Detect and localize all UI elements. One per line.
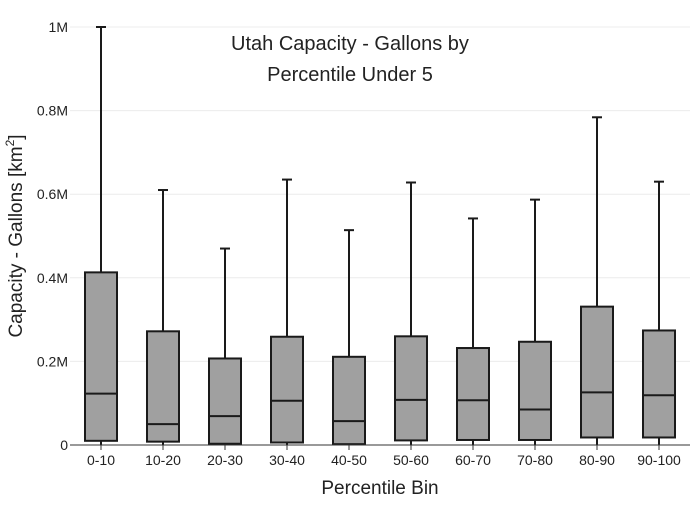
- iqr-box: [208, 357, 242, 445]
- y-tick-labels: 0 0.2M 0.4M 0.6M 0.8M 1M: [37, 19, 68, 453]
- x-tick-label: 30-40: [269, 452, 305, 468]
- box-0-10: [84, 26, 118, 445]
- x-tick-label: 60-70: [455, 452, 491, 468]
- y-axis-title-superscript: 2: [3, 139, 17, 146]
- chart-title-line-1: Utah Capacity - Gallons by: [231, 33, 469, 55]
- y-tick-label: 0.8M: [37, 103, 68, 119]
- box-80-90: [580, 116, 614, 445]
- box-40-50: [332, 229, 366, 446]
- box-70-80: [518, 198, 552, 445]
- y-tick-label: 0.4M: [37, 270, 68, 286]
- iqr-box: [332, 355, 366, 446]
- box-90-100: [642, 180, 676, 445]
- y-axis-title-suffix: ]: [6, 134, 27, 139]
- iqr-box: [518, 340, 552, 441]
- x-tick-label: 0-10: [87, 452, 115, 468]
- y-tick-label: 1M: [49, 19, 68, 35]
- x-tick-label: 70-80: [517, 452, 553, 468]
- y-tick-label: 0.6M: [37, 186, 68, 202]
- chart-title-line-2: Percentile Under 5: [267, 64, 433, 86]
- x-tick-label: 80-90: [579, 452, 615, 468]
- box-series: [84, 26, 676, 446]
- box-50-60: [394, 181, 428, 445]
- y-axis-title-main: Capacity - Gallons [km: [6, 146, 27, 337]
- iqr-box: [146, 330, 180, 443]
- iqr-box: [84, 271, 118, 442]
- iqr-box: [394, 335, 428, 442]
- x-tick-label: 40-50: [331, 452, 367, 468]
- x-tick-label: 50-60: [393, 452, 429, 468]
- iqr-box: [642, 329, 676, 439]
- box-30-40: [270, 178, 304, 445]
- x-tick-label: 10-20: [145, 452, 181, 468]
- iqr-box: [456, 347, 490, 441]
- y-axis-title: Capacity - Gallons [km2]: [3, 134, 27, 337]
- box-10-20: [146, 189, 180, 445]
- x-tick-labels: 0-10 10-20 20-30 30-40 40-50 50-60 60-70 70-80 8…: [87, 445, 681, 468]
- iqr-box: [580, 305, 614, 439]
- box-60-70: [456, 217, 490, 445]
- x-tick-label: 90-100: [637, 452, 681, 468]
- x-axis-title: Percentile Bin: [321, 478, 438, 499]
- y-tick-label: 0: [60, 437, 68, 453]
- iqr-box: [270, 335, 304, 444]
- y-tick-label: 0.2M: [37, 353, 68, 369]
- box-20-30: [208, 247, 242, 445]
- x-tick-label: 20-30: [207, 452, 243, 468]
